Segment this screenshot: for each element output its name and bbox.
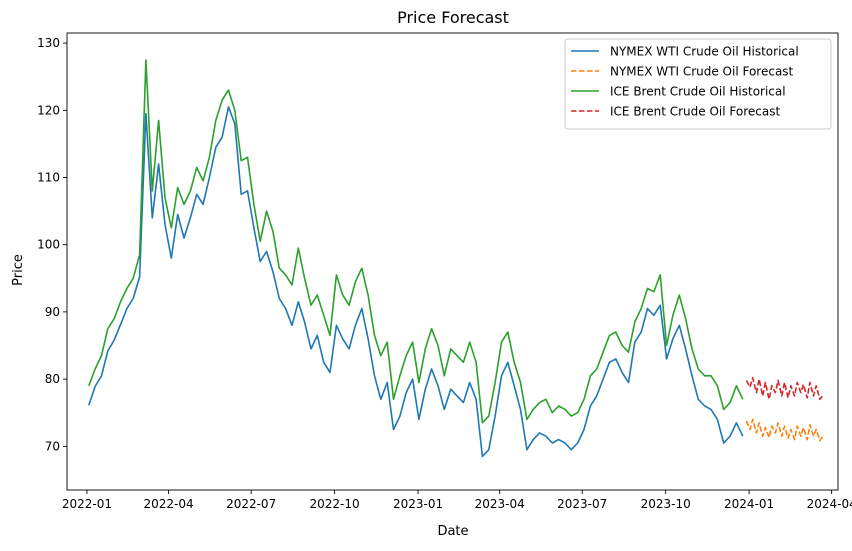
- legend: NYMEX WTI Crude Oil Historical NYMEX WTI …: [564, 38, 832, 130]
- legend-label: NYMEX WTI Crude Oil Forecast: [610, 65, 794, 79]
- y-tick-label: 100: [37, 238, 60, 252]
- x-tick-label: 2024-01: [724, 497, 774, 511]
- x-tick-label: 2023-01: [393, 497, 443, 511]
- x-tick-label: 2022-01: [62, 497, 112, 511]
- legend-label: ICE Brent Crude Oil Historical: [610, 85, 786, 99]
- x-tick-label: 2024-04: [807, 497, 852, 511]
- legend-label: ICE Brent Crude Oil Forecast: [610, 105, 780, 119]
- series-line-4: [745, 377, 824, 401]
- y-axis-label: Price: [11, 254, 26, 286]
- series-line-3: [88, 59, 744, 424]
- y-tick-label: 70: [45, 439, 60, 453]
- plot-area: [88, 59, 824, 458]
- axes-frame: [66, 32, 839, 491]
- x-tick-label: 2022-04: [144, 497, 194, 511]
- x-tick-label: 2022-07: [226, 497, 276, 511]
- series-line-2: [745, 418, 824, 442]
- y-tick-label: 80: [45, 372, 60, 386]
- axes: 2022-01 2022-04 2022-07 2022-10 2023-01 2023-…: [37, 32, 852, 511]
- y-tick-label: 90: [45, 305, 60, 319]
- x-tick-label: 2023-10: [641, 497, 691, 511]
- y-tick-label: 110: [37, 170, 60, 184]
- legend-box: [564, 38, 832, 130]
- series-line-1: [88, 106, 744, 458]
- y-tick-label: 120: [37, 103, 60, 117]
- x-tick-label: 2022-10: [310, 497, 360, 511]
- x-axis-label: Date: [437, 524, 468, 539]
- y-tick-label: 130: [37, 36, 60, 50]
- x-tick-label: 2023-07: [557, 497, 607, 511]
- chart-title: Price Forecast: [397, 8, 509, 27]
- x-tick-label: 2023-04: [475, 497, 525, 511]
- legend-label: NYMEX WTI Crude Oil Historical: [610, 45, 799, 59]
